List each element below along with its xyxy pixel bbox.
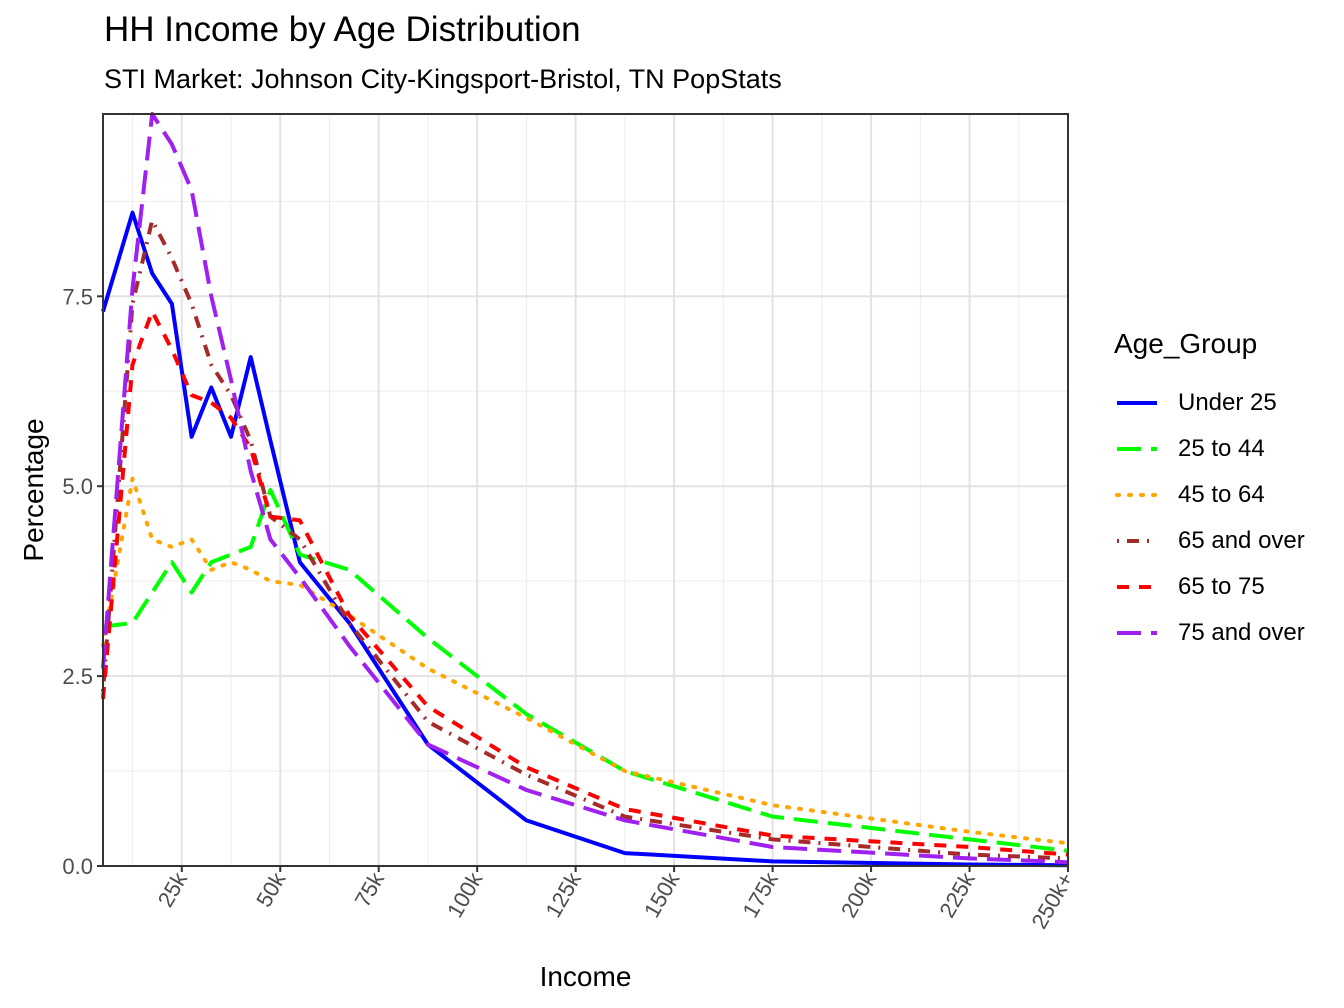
legend-label: 65 to 75 [1178, 573, 1265, 600]
legend-items: Under 25 25 to 44 45 to 64 65 and over 65 to… [1114, 380, 1305, 656]
x-tick-label: 25k [153, 867, 193, 911]
legend-label: Under 25 [1178, 389, 1277, 416]
series-line-25-to-44 [102, 488, 1069, 853]
legend-label: 75 and over [1178, 619, 1305, 646]
legend-label: 65 and over [1178, 527, 1305, 554]
x-tick-label: 100k [442, 867, 488, 922]
x-tick-label: 50k [251, 867, 291, 911]
legend-item: 75 and over [1114, 610, 1305, 656]
legend-key [1115, 493, 1159, 497]
legend-key [1117, 447, 1157, 451]
y-tick-label: 0.0 [62, 854, 93, 879]
y-tick-label: 7.5 [62, 284, 93, 309]
legend-item: 25 to 44 [1114, 426, 1305, 472]
chart-subtitle: STI Market: Johnson City-Kingsport-Brist… [104, 64, 782, 94]
y-tick-label: 2.5 [62, 664, 93, 689]
x-tick-label: 150k [639, 867, 685, 922]
legend-key [1117, 539, 1157, 543]
y-axis-title: Percentage [18, 418, 49, 561]
x-tick-label: 75k [350, 867, 390, 911]
chart-title: HH Income by Age Distribution [104, 10, 581, 49]
legend-item: Under 25 [1114, 380, 1305, 426]
legend-key [1117, 585, 1157, 589]
legend-title: Age_Group [1114, 328, 1258, 359]
legend-key [1117, 401, 1157, 405]
plot-panel [103, 114, 1068, 866]
series-line-75-and-over [101, 112, 1069, 865]
x-tick-label: 225k [934, 867, 980, 922]
legend-item: 45 to 64 [1114, 472, 1305, 518]
x-tick-label: 200k [836, 867, 882, 922]
legend-label: 45 to 64 [1178, 481, 1265, 508]
x-tick-label: 175k [737, 867, 783, 922]
legend-key [1117, 631, 1157, 635]
y-tick-label: 5.0 [62, 474, 93, 499]
x-tick-label: 125k [540, 867, 586, 922]
x-tick-label: 250k+ [1026, 868, 1078, 933]
x-axis-title: Income [540, 961, 632, 992]
legend-item: 65 and over [1114, 518, 1305, 564]
plot-border [102, 113, 1069, 867]
series-line-under-25 [101, 210, 1069, 868]
series-line-65-to-75 [101, 309, 1069, 857]
legend: Age_Group Under 25 25 to 44 45 to 64 65 and… [1114, 328, 1305, 656]
legend-item: 65 to 75 [1114, 564, 1305, 610]
legend-label: 25 to 44 [1178, 435, 1265, 462]
